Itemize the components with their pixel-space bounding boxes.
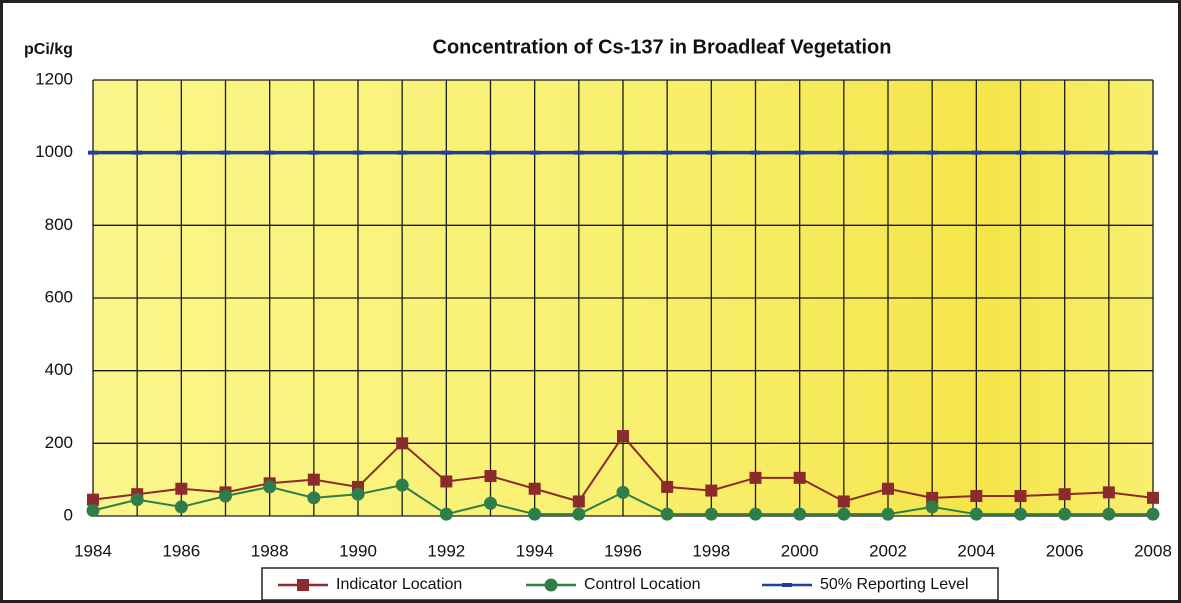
marker-square bbox=[1147, 491, 1159, 504]
y-tick-label: 1200 bbox=[35, 69, 73, 88]
marker-square bbox=[87, 493, 99, 506]
x-tick-label: 2006 bbox=[1046, 541, 1084, 560]
marker-circle bbox=[749, 507, 762, 521]
x-tick-label: 1994 bbox=[516, 541, 554, 560]
legend-marker bbox=[544, 578, 558, 592]
chart-title: Concentration of Cs-137 in Broadleaf Veg… bbox=[433, 36, 892, 58]
marker-square bbox=[396, 437, 409, 450]
x-tick-label: 1998 bbox=[692, 541, 730, 560]
x-tick-label: 2000 bbox=[781, 541, 819, 560]
marker-square bbox=[484, 470, 497, 483]
legend-label: 50% Reporting Level bbox=[820, 576, 969, 593]
marker-circle bbox=[1102, 507, 1116, 521]
marker-square bbox=[661, 480, 674, 493]
marker-circle bbox=[307, 491, 321, 505]
x-tick-label: 1988 bbox=[251, 541, 289, 560]
legend-box bbox=[261, 567, 999, 601]
marker-circle bbox=[351, 487, 365, 501]
marker-circle bbox=[660, 507, 674, 521]
marker-circle bbox=[1146, 507, 1160, 521]
marker-square bbox=[837, 495, 850, 508]
marker-circle bbox=[881, 507, 895, 521]
marker-square bbox=[440, 475, 453, 488]
marker-circle bbox=[572, 507, 586, 521]
y-tick-label: 1000 bbox=[35, 142, 73, 161]
marker-circle bbox=[616, 485, 630, 499]
marker-circle bbox=[925, 500, 939, 514]
marker-square bbox=[705, 484, 718, 497]
x-tick-label: 1984 bbox=[74, 541, 112, 560]
x-tick-label: 2008 bbox=[1134, 541, 1172, 560]
marker-circle bbox=[219, 489, 232, 503]
y-tick-label: 800 bbox=[45, 215, 73, 234]
y-tick-label: 600 bbox=[45, 287, 73, 306]
marker-square bbox=[617, 430, 629, 443]
marker-circle bbox=[704, 507, 718, 521]
marker-circle bbox=[263, 480, 277, 494]
marker-circle bbox=[1014, 507, 1027, 521]
marker-circle bbox=[969, 507, 983, 521]
x-tick-label: 2002 bbox=[869, 541, 907, 560]
legend-marker bbox=[297, 579, 309, 591]
x-tick-label: 1990 bbox=[339, 541, 377, 560]
marker-square bbox=[528, 482, 541, 495]
marker-square bbox=[793, 471, 806, 484]
marker-square bbox=[749, 471, 762, 484]
x-tick-label: 1986 bbox=[162, 541, 200, 560]
x-tick-label: 1996 bbox=[604, 541, 642, 560]
y-tick-label: 0 bbox=[64, 505, 73, 524]
y-tick-label: 200 bbox=[45, 433, 73, 452]
marker-circle bbox=[130, 493, 144, 507]
marker-circle bbox=[793, 507, 807, 521]
x-tick-label: 1992 bbox=[427, 541, 465, 560]
marker-square bbox=[175, 482, 188, 495]
marker-circle bbox=[395, 478, 409, 492]
legend-label: Control Location bbox=[584, 576, 701, 593]
marker-square bbox=[926, 491, 939, 504]
marker-circle bbox=[86, 504, 100, 518]
marker-circle bbox=[439, 507, 453, 521]
x-tick-label: 2004 bbox=[957, 541, 995, 560]
marker-square bbox=[882, 482, 894, 495]
marker-square bbox=[307, 473, 320, 486]
legend-label: Indicator Location bbox=[336, 576, 462, 593]
marker-square bbox=[572, 495, 585, 508]
marker-square bbox=[970, 490, 983, 503]
marker-circle bbox=[1058, 507, 1072, 521]
y-axis-label: pCi/kg bbox=[24, 41, 73, 58]
marker-circle bbox=[837, 507, 851, 521]
marker-square bbox=[1102, 486, 1115, 499]
marker-square bbox=[1058, 488, 1071, 501]
marker-circle bbox=[484, 496, 497, 510]
marker-circle bbox=[174, 500, 188, 514]
marker-square bbox=[1014, 490, 1027, 503]
marker-circle bbox=[528, 507, 542, 521]
y-tick-label: 400 bbox=[45, 360, 73, 379]
